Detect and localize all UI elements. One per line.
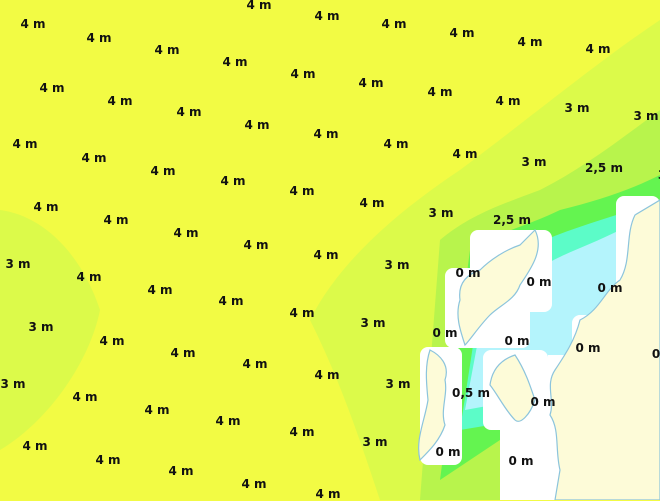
wave-height-label: 4 m [289, 184, 315, 198]
wave-height-label: 4 m [168, 464, 194, 478]
wave-height-label: 2,5 m [585, 161, 623, 175]
wave-height-label: 3 m [384, 258, 410, 272]
wave-height-label: 4 m [222, 55, 248, 69]
wave-height-label: 4 m [314, 9, 340, 23]
wave-height-label: 0 m [435, 445, 461, 459]
wave-height-label: 4 m [383, 137, 409, 151]
wave-height-label: 4 m [173, 226, 199, 240]
wave-height-label: 4 m [154, 43, 180, 57]
wave-height-label: 0 m [508, 454, 534, 468]
wave-height-label: 4 m [176, 105, 202, 119]
wave-height-label: 3 m [385, 377, 411, 391]
wave-height-label: 4 m [313, 127, 339, 141]
zone-3m-west [0, 210, 100, 450]
wave-height-label: 3 m [633, 109, 659, 123]
mainland [549, 199, 660, 500]
wave-height-label: 4 m [246, 0, 272, 12]
wave-height-label: 0 m [575, 341, 601, 355]
wave-height-label: 0 m [432, 326, 458, 340]
wave-height-label: 4 m [358, 76, 384, 90]
wave-height-label: 4 m [99, 334, 125, 348]
wave-height-label: 3 m [428, 206, 454, 220]
wave-height-label: 4 m [243, 238, 269, 252]
wave-height-label: 4 m [241, 477, 267, 491]
wave-height-label: 0 m [504, 334, 530, 348]
wave-height-label: 4 m [244, 118, 270, 132]
wave-height-label: 4 m [218, 294, 244, 308]
wave-height-label: 4 m [242, 357, 268, 371]
wave-height-label: 4 m [170, 346, 196, 360]
wave-height-label: 4 m [289, 306, 315, 320]
wave-height-label: 4 m [72, 390, 98, 404]
land-masses [418, 199, 660, 500]
wave-height-label: 4 m [517, 35, 543, 49]
wave-height-label: 4 m [107, 94, 133, 108]
wave-height-label: 4 m [359, 196, 385, 210]
wave-height-label: 4 m [452, 147, 478, 161]
wave-height-label: 3 m [521, 155, 547, 169]
wave-height-label: 4 m [150, 164, 176, 178]
wave-height-label: 4 m [33, 200, 59, 214]
wave-height-label: 4 m [289, 425, 315, 439]
wave-height-label: 0 m [455, 266, 481, 280]
wave-height-label: 4 m [220, 174, 246, 188]
wave-height-label: 4 m [22, 439, 48, 453]
wave-height-label: 4 m [449, 26, 475, 40]
wave-height-label: 4 m [314, 368, 340, 382]
wave-height-label: 4 m [81, 151, 107, 165]
wave-height-label: 4 m [215, 414, 241, 428]
wave-height-label: 3 m [28, 320, 54, 334]
wave-height-label: 3 m [360, 316, 386, 330]
wave-height-label: 4 m [585, 42, 611, 56]
wave-height-label: 4 m [20, 17, 46, 31]
wave-height-label: 4 m [103, 213, 129, 227]
wave-height-label: 4 m [290, 67, 316, 81]
wave-height-label: 2,5 m [493, 213, 531, 227]
island-middle [489, 354, 536, 422]
wave-height-label: 0 m [597, 281, 623, 295]
wave-height-label: 4 m [381, 17, 407, 31]
wave-height-label: 3 m [564, 101, 590, 115]
wave-height-label: 4 m [147, 283, 173, 297]
wave-height-label: 4 m [315, 487, 341, 501]
wave-height-label: 4 m [12, 137, 38, 151]
wave-height-label: 4 m [313, 248, 339, 262]
wave-height-label: 3 [658, 168, 660, 182]
wave-height-label: 4 m [39, 81, 65, 95]
wave-height-label: 0 [651, 347, 660, 361]
wave-height-label: 4 m [95, 453, 121, 467]
wave-height-label: 4 m [495, 94, 521, 108]
wave-height-label: 4 m [86, 31, 112, 45]
wave-height-label: 3 m [362, 435, 388, 449]
island-north [457, 228, 539, 347]
wave-height-label: 0 m [526, 275, 552, 289]
wave-height-label: 4 m [76, 270, 102, 284]
wave-height-label: 4 m [427, 85, 453, 99]
wave-height-label: 0,5 m [452, 386, 490, 400]
island-west [418, 349, 447, 462]
wave-height-label: 4 m [144, 403, 170, 417]
wave-height-label: 0 m [530, 395, 556, 409]
wave-height-label: 3 m [0, 377, 26, 391]
wave-height-label: 3 m [5, 257, 31, 271]
